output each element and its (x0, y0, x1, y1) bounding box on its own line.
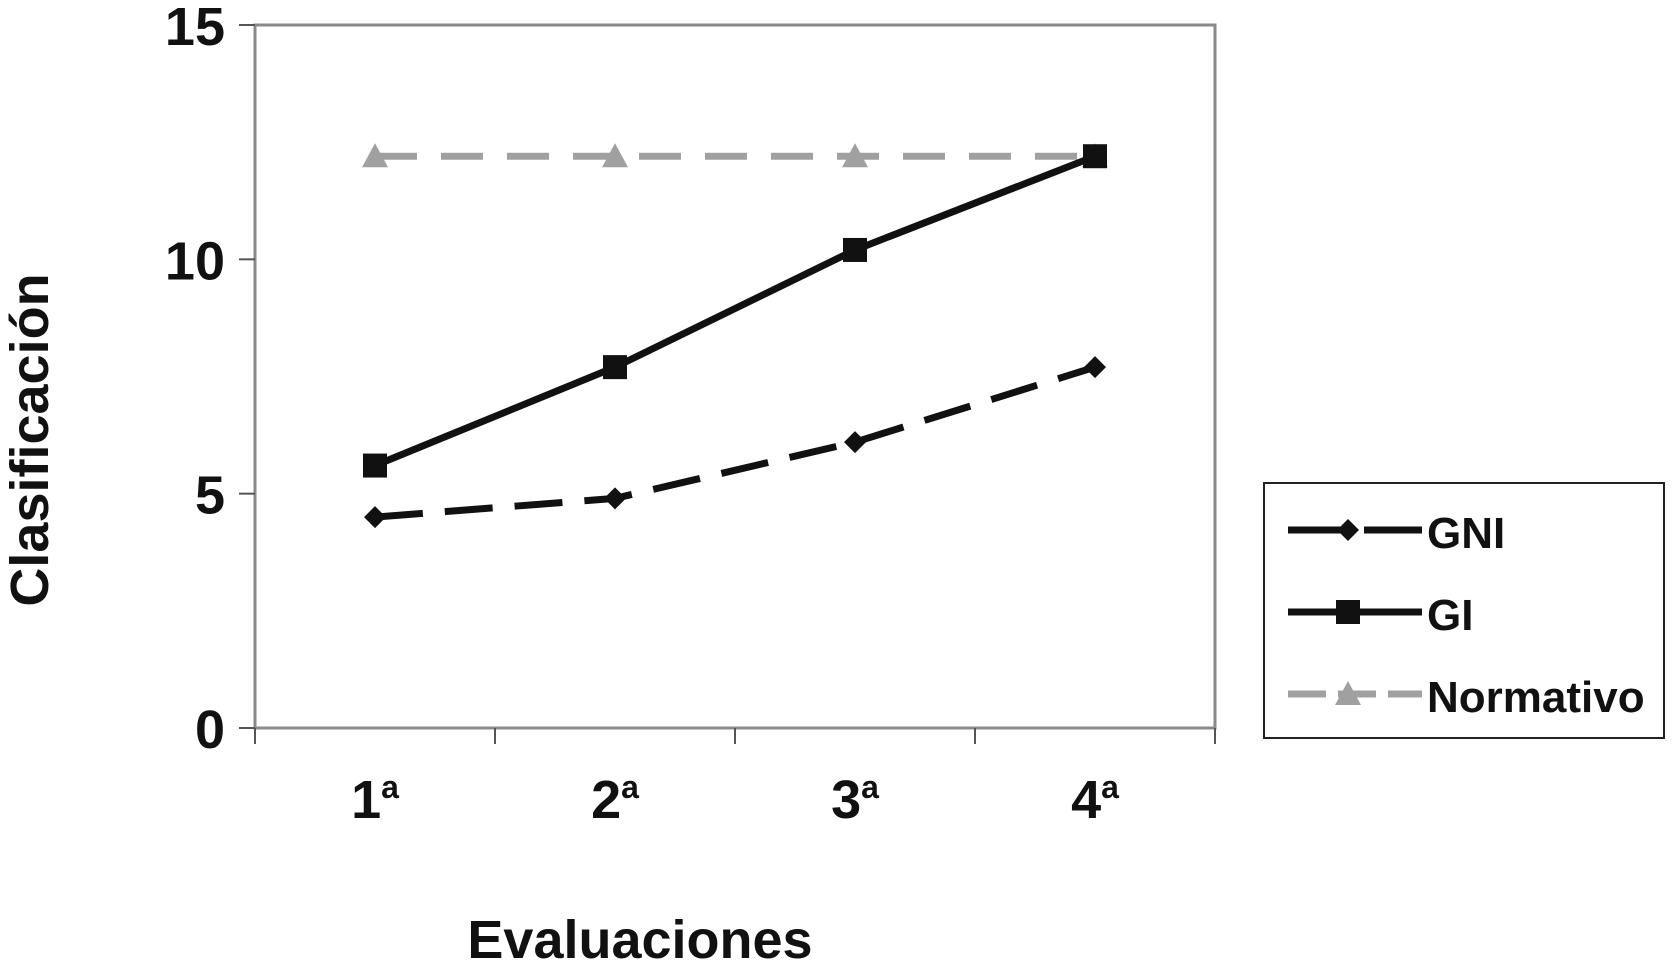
series-line-gi (373, 152, 1097, 469)
legend-marker-gi (1336, 600, 1360, 624)
data-point-gi (1083, 144, 1107, 169)
y-tick-label: 10 (165, 231, 225, 291)
data-point-gni (604, 487, 626, 510)
x-tick-label: 4a (1071, 769, 1119, 830)
data-point-gni (364, 506, 386, 529)
series-line-gni (374, 363, 1097, 521)
legend-marker-normativo (1335, 681, 1361, 705)
data-point-normativo (602, 143, 628, 168)
legend-label-gi: GI (1427, 591, 1473, 640)
legend-marker-gni (1337, 519, 1359, 541)
data-point-gni (1084, 356, 1106, 379)
y-axis-title: Clasificación (0, 273, 60, 606)
x-axis: 1a 2a 3a 4a (254, 728, 1216, 830)
data-point-normativo (362, 143, 388, 168)
data-point-gni (844, 431, 866, 454)
x-tick-label: 1a (351, 769, 399, 830)
y-tick-label: 5 (195, 466, 225, 526)
legend-label-gni: GNI (1427, 509, 1505, 558)
x-tick-label: 2a (591, 769, 639, 830)
data-point-gi (363, 453, 387, 478)
y-tick-label: 0 (195, 700, 225, 760)
y-axis: 0 5 10 15 (165, 0, 255, 760)
plot-area-frame (253, 23, 1217, 730)
y-tick-label: 15 (165, 0, 225, 57)
x-axis-title: Evaluaciones (467, 910, 812, 965)
legend-label-normativo: Normativo (1427, 673, 1645, 722)
series-layer (362, 143, 1108, 529)
data-point-gi (843, 237, 867, 262)
legend: GNI GI Normativo (1263, 482, 1665, 739)
data-point-gi (603, 355, 627, 380)
x-tick-label: 3a (831, 769, 879, 830)
data-point-normativo (842, 143, 868, 168)
